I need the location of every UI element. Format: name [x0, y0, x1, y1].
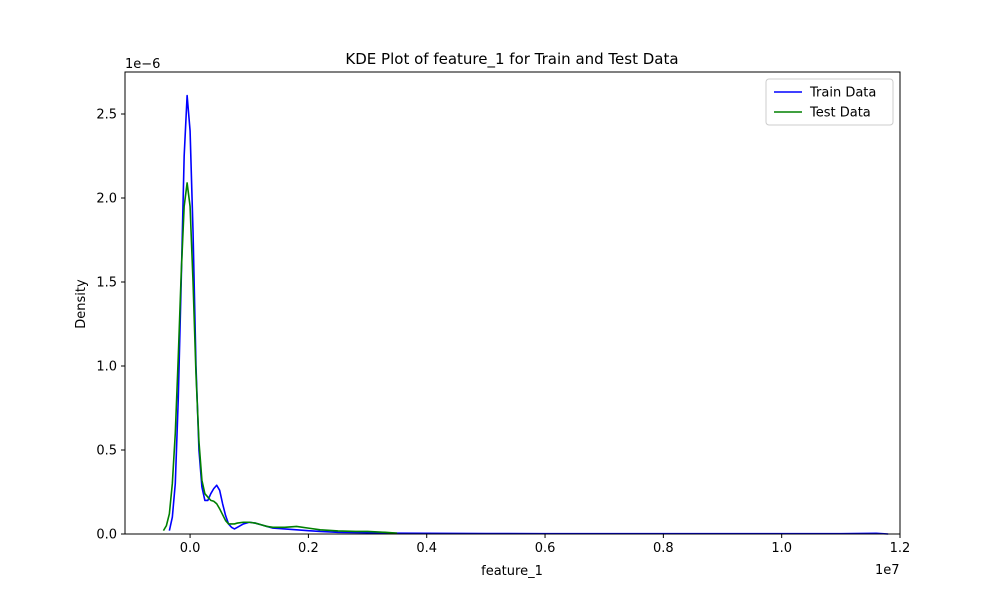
x-tick-label: 1.0: [771, 541, 792, 556]
x-axis-ticks: 0.0 0.2 0.4 0.6 0.8 1.0 1.2: [180, 534, 911, 556]
legend: Train Data Test Data: [765, 78, 894, 126]
x-tick-label: 0.2: [298, 541, 319, 556]
y-tick-label: 2.5: [96, 108, 117, 123]
series-line-test: [162, 182, 398, 534]
y-tick-label: 2.0: [96, 192, 117, 207]
x-tick-label: 0.8: [653, 541, 674, 556]
plot-frame: [124, 71, 901, 535]
x-tick-label: 0.4: [416, 541, 437, 556]
y-tick-label: 0.5: [96, 444, 117, 459]
x-tick-label: 1.2: [890, 541, 911, 556]
x-tick-label: 0.6: [535, 541, 556, 556]
y-tick-label: 1.5: [96, 276, 117, 291]
legend-box: [765, 78, 894, 126]
series-line-train: [168, 94, 889, 535]
x-axis-label: feature_1: [481, 564, 543, 579]
y-axis-label: Density: [74, 279, 89, 329]
x-tick-label: 0.0: [180, 541, 201, 556]
x-offset-label: 1e7: [875, 563, 900, 578]
y-axis-ticks: 0.0 0.5 1.0 1.5 2.0 2.5: [96, 108, 125, 543]
legend-label: Train Data: [809, 86, 876, 101]
y-tick-label: 0.0: [96, 528, 117, 543]
y-tick-label: 1.0: [96, 360, 117, 375]
series-layer: [162, 94, 889, 535]
chart-title: KDE Plot of feature_1 for Train and Test…: [345, 50, 678, 69]
y-offset-label: 1e−6: [125, 57, 160, 72]
legend-label: Test Data: [809, 106, 871, 121]
